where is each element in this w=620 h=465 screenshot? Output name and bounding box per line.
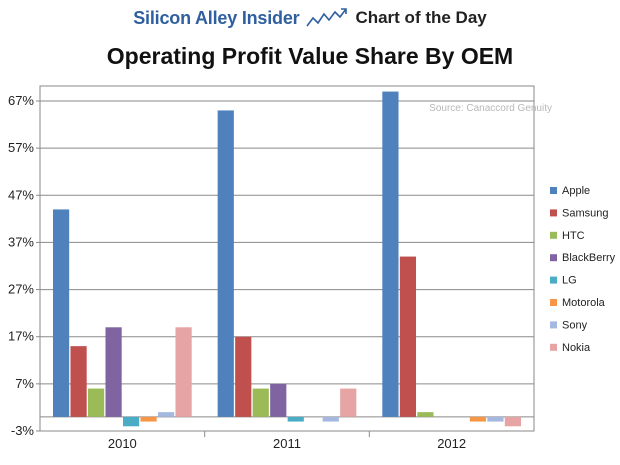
legend-label-blackberry: BlackBerry [562,252,616,264]
legend-swatch-blackberry [550,254,557,262]
legend-swatch-sony [550,321,557,329]
y-tick-label: 57% [8,140,34,155]
legend-swatch-nokia [550,343,557,351]
bar-sony-2010 [157,412,175,417]
bar-lg-2011 [287,416,304,422]
bar-htc-2011 [252,388,269,417]
legend-swatch-htc [550,231,557,239]
bar-nokia-2012 [504,416,522,427]
y-tick-label: 37% [8,234,34,249]
legend-swatch-samsung [550,209,557,217]
y-tick-label: 27% [8,282,34,297]
source-note: Source: Canaccord Genuity [429,103,552,114]
x-axis: 2010 2011 2012 [108,431,466,451]
legend-label-samsung: Samsung [562,207,608,219]
x-tick-label: 2012 [437,436,466,451]
plot-area [39,85,535,432]
legend-label-lg: LG [562,275,577,287]
chart-title: Operating Profit Value Share By OEM [107,43,513,69]
y-tick-label: 47% [8,187,34,202]
trend-chart-icon [306,8,348,27]
chart-of-the-day-label: Chart of the Day [355,8,487,27]
x-tick-label: 2010 [108,436,137,451]
bar-nokia-2010 [175,327,192,417]
legend-label-sony: Sony [562,319,588,331]
legend-label-motorola: Motorola [562,297,606,309]
legend-swatch-motorola [550,299,557,306]
bar-sony-2012 [487,416,504,422]
bar-htc-2012 [417,412,434,417]
bar-samsung-2011 [235,336,252,417]
legend-swatch-apple [550,187,557,194]
bar-samsung-2012 [399,256,417,417]
y-axis: -3% 7% 17% 27% 37% 47% 57% 67% [8,93,40,438]
y-tick-label: 17% [8,329,34,344]
legend-label-htc: HTC [562,230,585,242]
gridlines [40,100,534,418]
bar-nokia-2011 [340,388,357,417]
bar-apple-2010 [52,209,70,417]
legend: Apple Samsung HTC BlackBerry LG Motorola Sony N… [550,185,616,354]
legend-label-apple: Apple [562,185,590,197]
bar-sony-2011 [322,416,339,422]
bar-samsung-2010 [70,346,87,417]
bars [52,91,522,427]
x-tick-label: 2011 [273,436,301,451]
bar-blackberry-2010 [105,327,122,417]
legend-swatch-lg [550,276,557,284]
legend-label-nokia: Nokia [562,342,591,354]
y-tick-label: 67% [8,93,34,108]
bar-htc-2010 [87,388,105,417]
bar-apple-2011 [217,110,234,417]
bar-apple-2012 [382,91,399,417]
bar-blackberry-2011 [270,383,287,417]
brand-name: Silicon Alley Insider [133,7,300,28]
bar-motorola-2010 [140,416,157,422]
bar-lg-2010 [122,416,140,427]
banner: Silicon Alley Insider Chart of the Day [0,0,620,36]
bar-motorola-2012 [469,416,487,422]
y-tick-label: -3% [11,423,35,438]
y-tick-label: 7% [15,376,34,391]
